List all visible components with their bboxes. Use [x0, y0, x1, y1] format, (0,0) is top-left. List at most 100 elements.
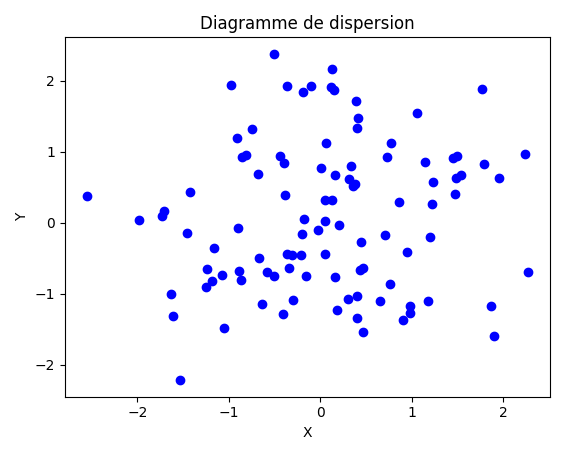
Point: [284, 264, 293, 272]
Point: [330, 273, 339, 281]
Point: [175, 377, 184, 384]
X-axis label: X: X: [303, 426, 312, 440]
Point: [332, 306, 341, 313]
Point: [456, 172, 465, 179]
Point: [306, 83, 315, 90]
Point: [220, 325, 229, 332]
Point: [328, 197, 337, 204]
Point: [209, 244, 218, 252]
Point: [452, 175, 461, 182]
Point: [167, 290, 176, 297]
Point: [412, 110, 421, 117]
Point: [158, 213, 167, 220]
Point: [344, 296, 353, 303]
Point: [313, 226, 322, 233]
Point: [288, 251, 297, 258]
Point: [282, 250, 292, 258]
Point: [385, 280, 394, 288]
Point: [279, 311, 288, 318]
Point: [403, 248, 412, 256]
Point: [449, 155, 458, 162]
Point: [234, 267, 244, 274]
Point: [263, 268, 272, 275]
Point: [208, 278, 217, 285]
Point: [254, 254, 263, 262]
Title: Diagramme de dispersion: Diagramme de dispersion: [200, 15, 415, 33]
Point: [428, 178, 437, 186]
Point: [353, 114, 362, 121]
Point: [276, 152, 285, 159]
Point: [335, 222, 344, 229]
Point: [320, 250, 329, 257]
Point: [241, 152, 250, 159]
Point: [283, 82, 292, 90]
Point: [349, 182, 358, 189]
Point: [477, 86, 486, 93]
Point: [395, 198, 404, 205]
Point: [327, 84, 336, 91]
Point: [450, 190, 459, 197]
Point: [160, 207, 169, 214]
Point: [353, 293, 362, 300]
Point: [203, 265, 212, 273]
Point: [426, 234, 435, 241]
Point: [453, 152, 462, 159]
Point: [299, 88, 308, 95]
Point: [479, 161, 488, 168]
Point: [320, 197, 329, 204]
Point: [424, 298, 433, 305]
Point: [201, 284, 210, 291]
Point: [238, 154, 247, 161]
Point: [523, 268, 532, 276]
Point: [234, 224, 243, 231]
Point: [383, 154, 392, 161]
Point: [330, 171, 339, 178]
Point: [358, 329, 367, 336]
Point: [405, 309, 414, 316]
Y-axis label: Y: Y: [15, 213, 29, 221]
Point: [134, 217, 144, 224]
Point: [353, 315, 362, 322]
Point: [353, 124, 362, 131]
Point: [358, 265, 367, 272]
Point: [279, 159, 288, 167]
Point: [420, 158, 429, 166]
Point: [288, 297, 297, 304]
Point: [299, 215, 308, 222]
Point: [355, 266, 364, 273]
Point: [405, 302, 414, 309]
Point: [253, 171, 262, 178]
Point: [297, 230, 306, 238]
Point: [486, 302, 496, 309]
Point: [227, 81, 236, 88]
Point: [357, 238, 366, 245]
Point: [269, 50, 278, 57]
Point: [350, 181, 359, 188]
Point: [398, 317, 407, 324]
Point: [376, 297, 385, 304]
Point: [321, 218, 330, 225]
Point: [317, 164, 326, 172]
Point: [328, 66, 337, 73]
Point: [346, 162, 355, 169]
Point: [168, 313, 177, 320]
Point: [186, 188, 195, 195]
Point: [387, 140, 396, 147]
Point: [218, 272, 227, 279]
Point: [236, 276, 245, 283]
Point: [494, 174, 503, 181]
Point: [248, 125, 257, 132]
Point: [280, 191, 289, 198]
Point: [183, 230, 192, 237]
Point: [258, 300, 267, 308]
Point: [345, 176, 354, 183]
Point: [521, 150, 530, 157]
Point: [489, 333, 498, 340]
Point: [380, 231, 389, 238]
Point: [329, 86, 338, 94]
Point: [428, 200, 437, 207]
Point: [82, 192, 92, 200]
Point: [322, 139, 331, 147]
Point: [269, 272, 278, 279]
Point: [297, 252, 306, 259]
